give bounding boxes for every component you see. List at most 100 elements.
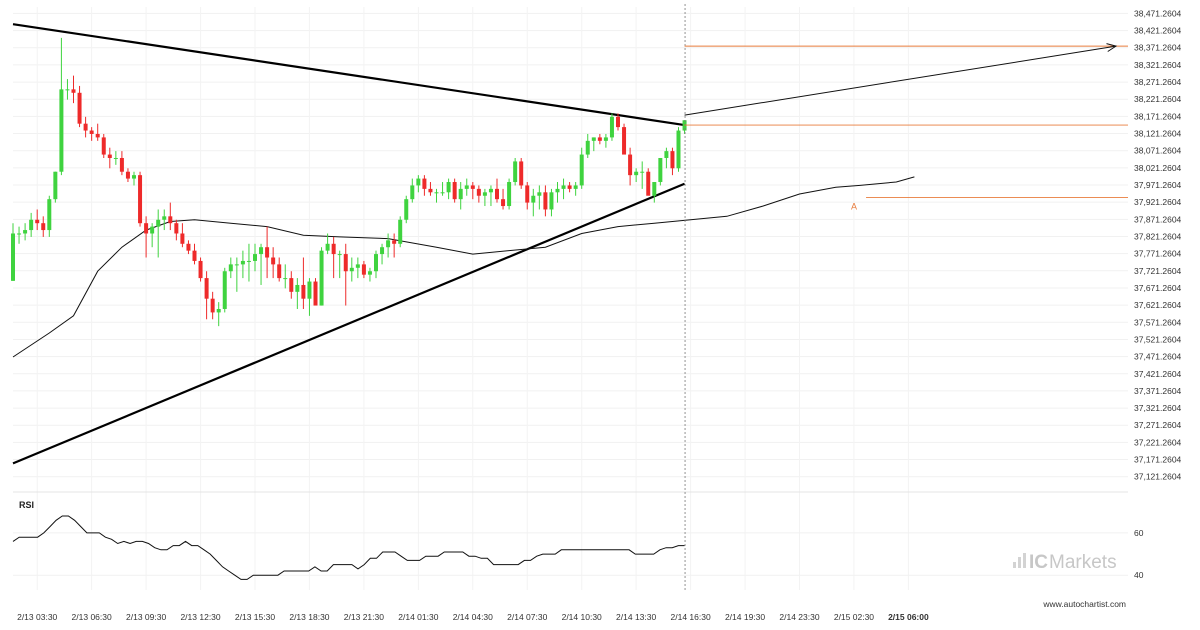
candle [573, 182, 578, 196]
candle [682, 120, 687, 134]
candle-body [501, 199, 506, 207]
candle [325, 233, 330, 255]
candle [343, 243, 348, 306]
candle-body [410, 185, 415, 200]
candle-body [204, 278, 209, 299]
candle [283, 264, 288, 289]
candle-body [579, 154, 584, 186]
x-tick-label: 2/13 12:30 [180, 612, 220, 622]
x-tick-label: 2/13 03:30 [17, 612, 57, 622]
candle-body [361, 264, 366, 275]
y-tick-label: 37,121.2604 [1134, 472, 1182, 482]
candle-body [495, 188, 499, 200]
y-tick-label: 37,421.2604 [1134, 369, 1182, 379]
candle-body [162, 216, 167, 220]
candle [168, 202, 173, 231]
candle-body [591, 137, 596, 141]
candle [428, 182, 433, 196]
resistance-trendline [12, 23, 685, 127]
candle [622, 123, 627, 155]
candle [416, 175, 421, 193]
candle [246, 243, 251, 282]
candle-body [525, 185, 530, 203]
candle [47, 195, 52, 237]
candle-body [628, 154, 633, 176]
candle [670, 147, 675, 176]
x-tick-label: 2/14 07:30 [507, 612, 547, 622]
candle-body [349, 267, 354, 272]
candle [265, 226, 270, 279]
candle-body [150, 226, 155, 234]
candle-body [265, 247, 270, 258]
candle [101, 133, 106, 158]
candle [319, 247, 324, 306]
candle-body [597, 137, 602, 141]
candle-body [210, 298, 215, 313]
candle-body [507, 182, 512, 207]
candle [464, 178, 469, 196]
candle [410, 178, 415, 203]
candle-body [404, 199, 409, 220]
candle [543, 185, 548, 217]
candle [119, 151, 124, 176]
candle [555, 182, 560, 203]
candle [664, 147, 669, 169]
candle-body [646, 171, 651, 196]
candle [561, 178, 566, 200]
y-tick-label: 37,321.2604 [1134, 403, 1182, 413]
y-tick-label: 37,721.2604 [1134, 266, 1182, 276]
y-tick-label: 38,221.2604 [1134, 94, 1182, 104]
candle-body [277, 264, 282, 279]
candle-body [17, 233, 22, 235]
y-tick-label: 37,771.2604 [1134, 249, 1182, 259]
candle [186, 240, 191, 255]
candle [597, 133, 602, 145]
candle-body [343, 254, 348, 272]
candle [113, 151, 118, 165]
candle [567, 182, 572, 193]
candle [349, 257, 354, 282]
candle-body [609, 116, 614, 138]
y-tick-label: 37,821.2604 [1134, 231, 1182, 241]
chart-gridlines [13, 7, 1128, 590]
candle-body [476, 188, 481, 196]
candle-body [228, 264, 233, 272]
candle-body [125, 171, 130, 179]
y-tick-label: 38,121.2604 [1134, 129, 1182, 139]
candle [470, 182, 475, 200]
rsi-tick-label: 40 [1134, 570, 1144, 580]
candle [307, 278, 312, 316]
y-tick-label: 38,471.2604 [1134, 8, 1182, 18]
rsi-panel [12, 515, 685, 580]
y-tick-label: 37,571.2604 [1134, 317, 1182, 327]
candle [440, 182, 445, 196]
candle [628, 147, 633, 186]
candle-body [113, 157, 118, 159]
candle-body [573, 185, 578, 189]
candle [676, 127, 681, 172]
candle [156, 209, 161, 258]
candle [77, 85, 82, 128]
candle-body [23, 230, 28, 234]
y-tick-label: 37,221.2604 [1134, 437, 1182, 447]
candle [531, 188, 536, 217]
candle-body [107, 154, 112, 158]
candle-body [664, 151, 669, 158]
candle-body [59, 89, 64, 172]
candle-body [180, 233, 185, 244]
candle-body [186, 243, 191, 251]
support-trendline [12, 182, 685, 465]
candle [398, 216, 403, 248]
candle [501, 188, 506, 210]
candle-body [670, 151, 675, 169]
candle [458, 182, 463, 210]
candle-body [446, 182, 451, 193]
candle-body [253, 254, 257, 261]
y-tick-label: 37,621.2604 [1134, 300, 1182, 310]
candle-body [355, 264, 360, 268]
candle [29, 212, 34, 237]
candle-body [380, 247, 385, 255]
candle [259, 243, 264, 285]
candle [488, 185, 493, 207]
